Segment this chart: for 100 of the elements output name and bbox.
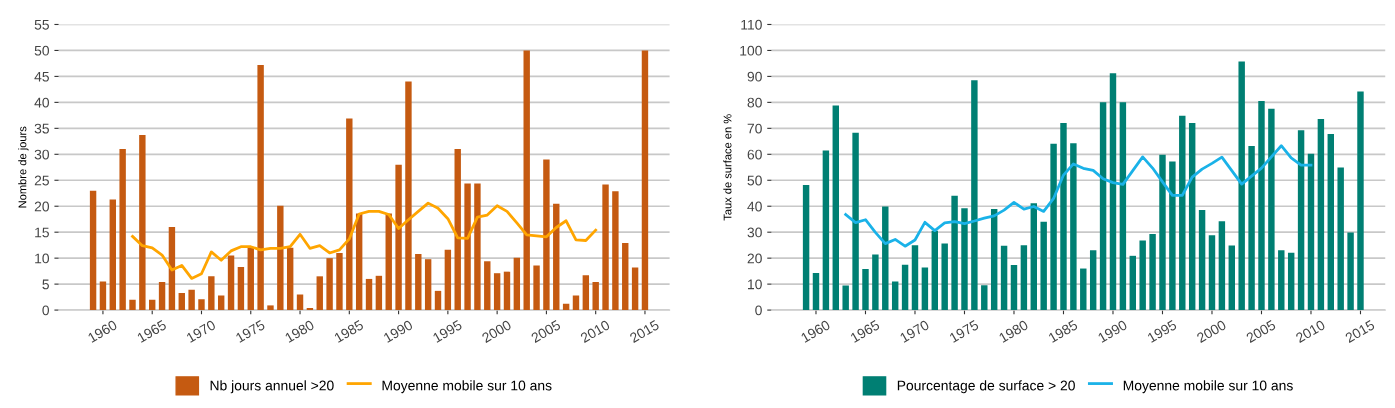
x-tick-label: 2005 [530, 319, 562, 344]
bar [434, 290, 442, 311]
bar [523, 50, 530, 311]
y-tick-label: 35 [34, 123, 49, 134]
y-tick-label: 0 [42, 305, 50, 316]
bar [119, 149, 126, 311]
y-tick-label: 30 [747, 227, 762, 238]
bar [592, 282, 599, 311]
bar [247, 247, 254, 311]
bar [602, 184, 609, 311]
bar [1357, 91, 1364, 311]
bar [158, 282, 166, 311]
x-tick-label: 1970 [185, 319, 217, 343]
bar [572, 295, 580, 311]
bar [1179, 115, 1186, 311]
bar [1208, 235, 1216, 311]
y-tick-label: 45 [34, 71, 49, 82]
bar [1258, 101, 1265, 311]
bar [1040, 221, 1047, 311]
legend-label: Moyenne mobile sur 10 ans [1123, 380, 1293, 394]
bar [1169, 161, 1176, 311]
bar [395, 164, 402, 311]
x-tick-label: 2010 [579, 319, 611, 344]
x-tick-label: 2010 [1295, 319, 1326, 344]
bar [346, 118, 353, 311]
legend-label: Nb jours annuel >20 [210, 380, 334, 394]
bar [872, 254, 879, 311]
y-tick-label: 10 [35, 253, 50, 264]
bar [582, 275, 590, 311]
bar [306, 308, 314, 311]
x-tick-label: 1965 [136, 319, 167, 343]
bar [1327, 134, 1334, 311]
bar [326, 258, 333, 311]
y-tick-label: 110 [741, 19, 762, 30]
bar [562, 303, 570, 311]
x-tick-label: 1970 [899, 319, 930, 343]
bar [375, 275, 383, 311]
bar [1278, 250, 1285, 311]
bar [832, 105, 839, 311]
x-tick-label: 1990 [383, 319, 414, 343]
x-tick-label: 1980 [998, 319, 1029, 343]
bar [139, 135, 146, 311]
bar [533, 265, 540, 311]
bar [631, 267, 639, 311]
x-tick-label: 1995 [432, 319, 463, 343]
bar [543, 159, 550, 311]
bar [1119, 102, 1127, 311]
legend-label: Moyenne mobile sur 10 ans [382, 380, 552, 394]
bar [1287, 252, 1295, 311]
bar [931, 230, 938, 311]
x-tick-label: 1965 [849, 319, 881, 343]
bar [1268, 108, 1275, 311]
bar [267, 305, 274, 311]
y-tick-label: 50 [747, 175, 762, 186]
bar [1129, 255, 1136, 311]
bar [882, 206, 889, 311]
bar [1139, 240, 1146, 311]
bar [1317, 118, 1325, 311]
y-tick-label: 70 [747, 123, 762, 134]
x-tick-label: 1990 [1097, 319, 1128, 343]
bar [981, 285, 988, 311]
bar [227, 255, 235, 311]
legend-label: Pourcentage de surface > 20 [897, 380, 1075, 394]
bar [336, 252, 343, 311]
y-tick-label: 0 [755, 305, 762, 316]
bar [178, 292, 185, 311]
y-tick-label: 40 [34, 97, 50, 108]
bar [1228, 245, 1235, 311]
bar [1347, 232, 1354, 311]
bar [1070, 143, 1077, 311]
bar [971, 80, 978, 311]
bar [415, 254, 422, 311]
bar [277, 205, 284, 311]
bar [89, 190, 97, 311]
bar [365, 278, 373, 311]
bar [1198, 210, 1206, 311]
bar [1159, 154, 1166, 311]
bar [891, 281, 899, 311]
x-tick-label: 2015 [1344, 319, 1376, 344]
bar [405, 81, 412, 311]
y-tick-label: 10 [748, 279, 762, 290]
y-axis-title: Taux de surface en % [723, 114, 732, 221]
y-axis-title: Nombre de jours [18, 126, 29, 208]
bar [1060, 122, 1067, 311]
bar [109, 199, 116, 311]
bar [129, 299, 136, 311]
bar [1149, 234, 1156, 311]
y-tick-label: 40 [747, 201, 762, 212]
bar [822, 150, 830, 311]
x-tick-label: 1980 [284, 319, 315, 343]
bar [901, 264, 909, 311]
bar [188, 289, 195, 311]
bar [961, 208, 968, 311]
bar [385, 213, 392, 311]
bar [493, 273, 501, 311]
bar [217, 295, 225, 311]
bar [1337, 167, 1344, 311]
x-tick-label: 1960 [800, 319, 831, 343]
bar [464, 183, 471, 311]
x-tick-label: 1995 [1146, 319, 1178, 343]
